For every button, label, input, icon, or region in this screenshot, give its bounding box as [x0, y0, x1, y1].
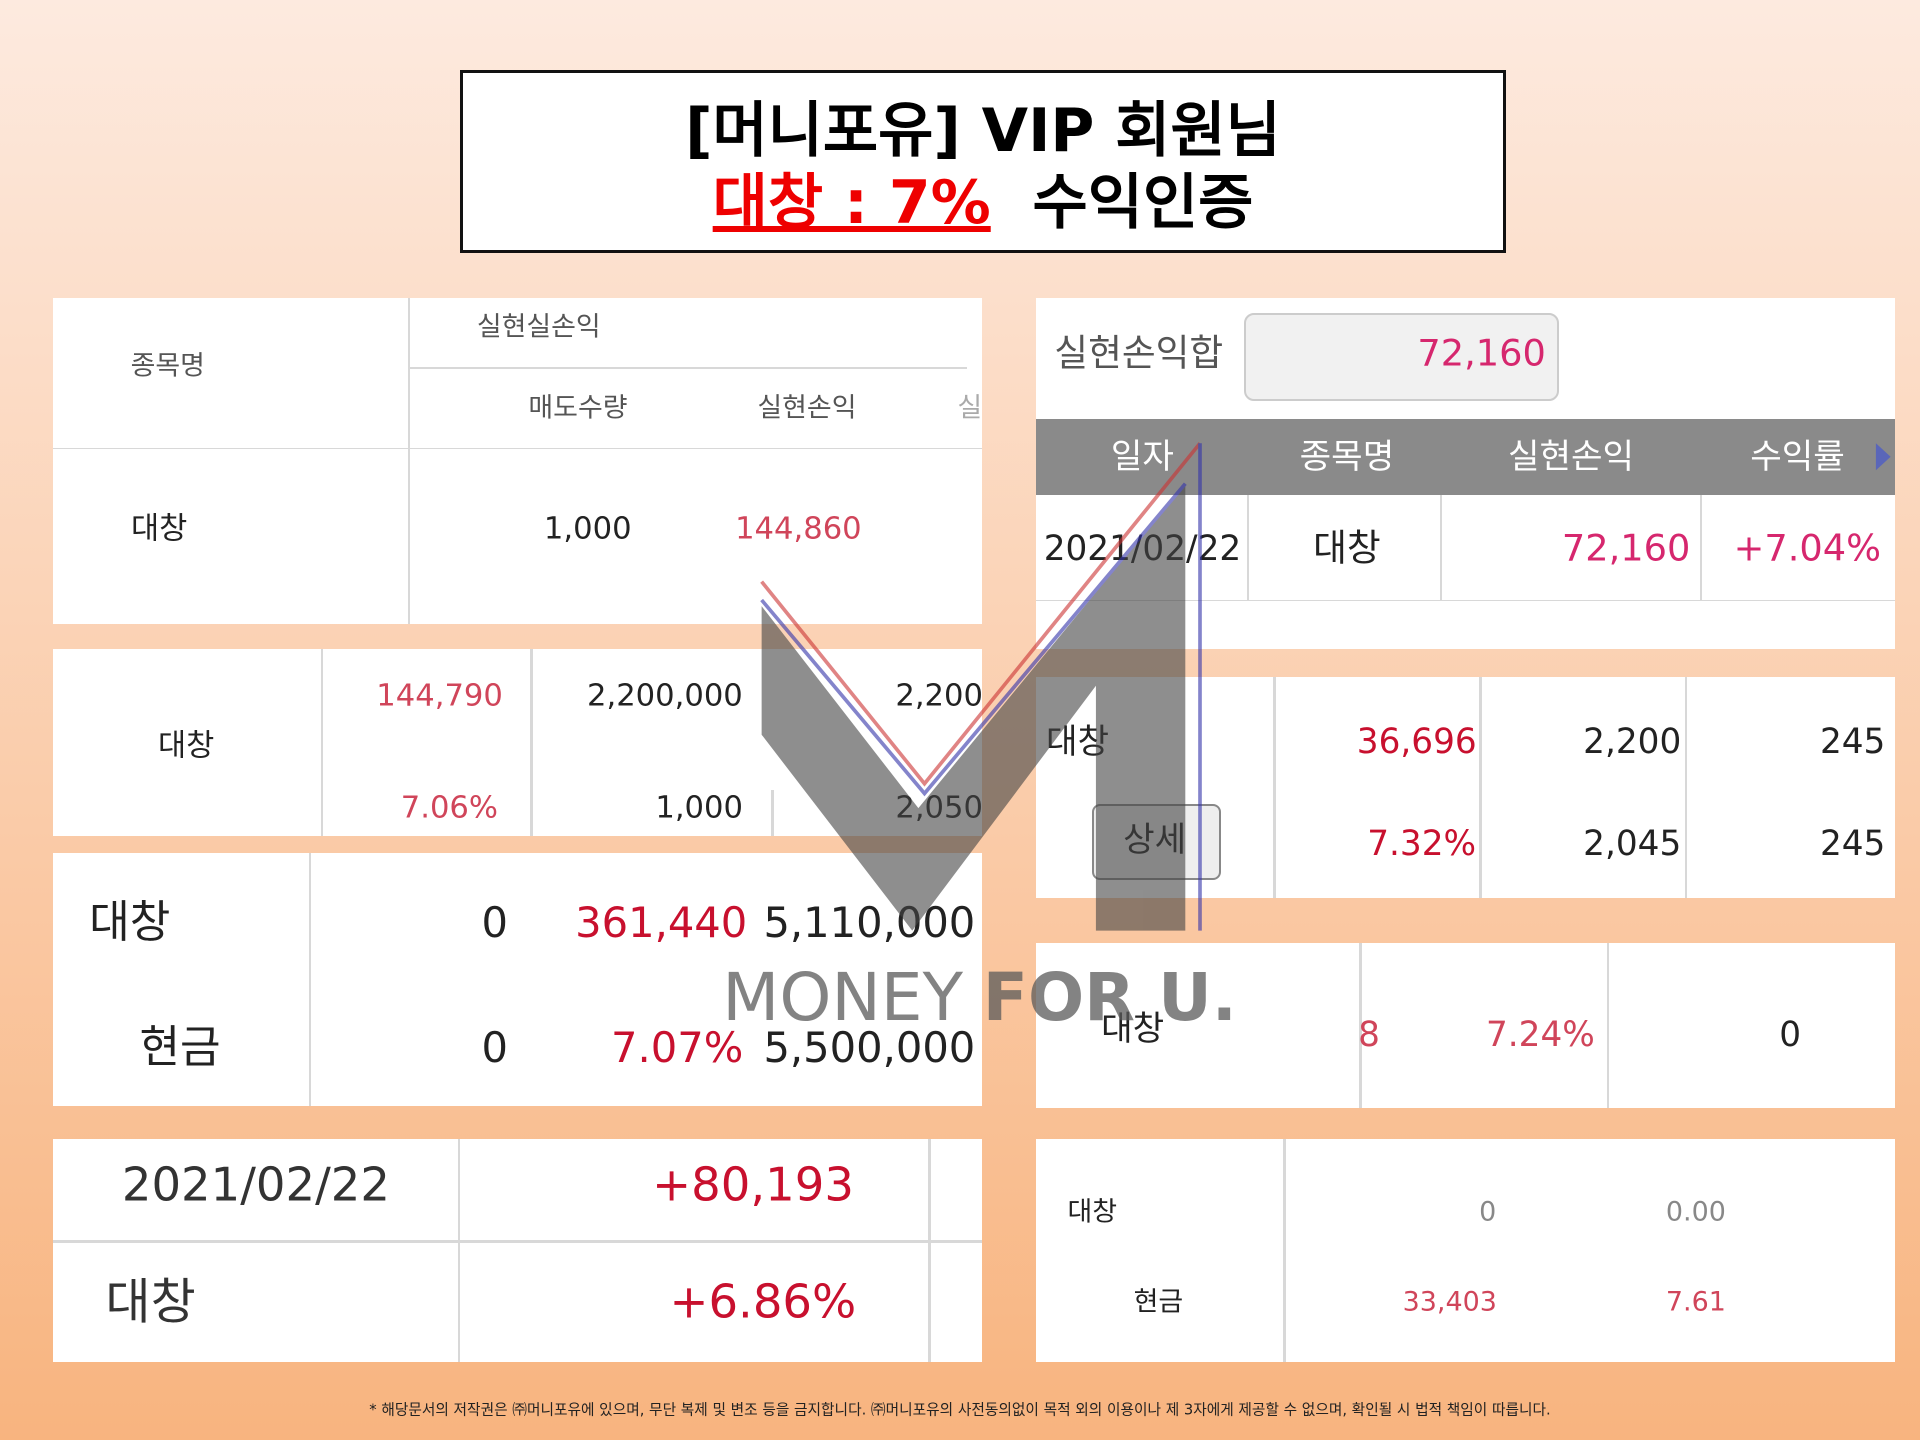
title-box: [머니포유] VIP 회원님 대창 : 7% 수익인증 [460, 70, 1506, 253]
c1-c1: 33,403 [1402, 1286, 1497, 1318]
title-highlight: 대창 : 7% [712, 168, 991, 238]
c0-c2: 2,200,000 [586, 678, 743, 714]
c0-c3: 5,110,000 [763, 898, 976, 948]
c0-summary-value: 72,160 [1417, 331, 1546, 375]
title-line1: [머니포유] VIP 회원님 [685, 96, 1281, 166]
table-header [1035, 418, 1896, 495]
c0-c2: 7.24% [1485, 1014, 1595, 1055]
footer: * 해당문서의 저작권은 ㈜머니포유에 있으며, 무단 복제 및 변조 등을 금… [369, 1401, 1551, 1419]
c0-c1: +80,193 [652, 1158, 854, 1213]
c0-c2: 2,200 [1583, 721, 1682, 762]
panel [52, 853, 983, 1106]
panel [1035, 1138, 1896, 1362]
grid-line [1479, 677, 1482, 898]
c0-c3: 2,200 [895, 678, 983, 714]
header-c1: 실현실손익 [476, 311, 601, 343]
grid-line [1359, 942, 1362, 1109]
panel [52, 297, 983, 625]
grid-line [410, 367, 968, 369]
c0-c0: 2021/02/22 [121, 1158, 390, 1213]
grid-line [530, 648, 533, 837]
grid-line [52, 448, 983, 450]
watermark-light: MONEY [722, 958, 963, 1036]
grid-line [1606, 942, 1609, 1109]
c0-c1: 1,000 [543, 511, 632, 547]
c1-c2: 245 [1819, 823, 1886, 864]
c1-c0: 대창 [105, 1273, 196, 1331]
header-c4: 실 [957, 392, 983, 424]
grid-line [1283, 1138, 1286, 1362]
c1-c3: 5,500,000 [763, 1023, 976, 1073]
grid-line [1246, 494, 1249, 600]
c1-c2: 7.61 [1665, 1286, 1726, 1318]
grid-line [771, 789, 774, 837]
c0-c1: 144,790 [376, 678, 503, 714]
grid-line [1699, 494, 1703, 600]
c0-c1: 대창 [1313, 526, 1381, 570]
header-c2: 실현손익 [1507, 436, 1635, 477]
header-c3: 수익률 [1750, 436, 1845, 477]
grid-line [1035, 600, 1896, 602]
c0-c0: 대창 [131, 511, 188, 547]
c1-c1: 0 [481, 1023, 508, 1073]
c0-c0: 대창 [1067, 1197, 1118, 1228]
c1-c0: 7.32% [1367, 823, 1477, 864]
c0-c1: 0 [1479, 1197, 1497, 1228]
c0-c1: 36,696 [1356, 721, 1477, 762]
c1-c0: 현금 [139, 1022, 221, 1074]
grid-line [1440, 494, 1443, 600]
grid-line [928, 1138, 931, 1362]
grid-line [1273, 677, 1276, 898]
c0-c3: +7.04% [1733, 526, 1882, 570]
grid-line [457, 1138, 461, 1362]
header-c0: 일자 [1110, 436, 1174, 477]
c0-c0: 대창 [89, 897, 171, 949]
grid-line [407, 297, 411, 625]
c0-c2: 72,160 [1561, 526, 1691, 570]
c1-c1: 1,000 [655, 791, 743, 827]
header-c1: 종목명 [1299, 436, 1395, 477]
summary-box [1244, 313, 1560, 401]
c0-c0: 대창 [157, 728, 215, 764]
grid-line [52, 1240, 983, 1243]
panel [52, 1138, 983, 1362]
header-c2: 매도수량 [528, 392, 628, 424]
watermark-bold: FOR U. [982, 958, 1237, 1036]
c0-c0: 대창 [1101, 1008, 1165, 1049]
c1-c0: 7.06% [400, 791, 498, 827]
header-c0: 종목명 [130, 350, 205, 382]
c1-c1: +6.86% [669, 1274, 857, 1329]
c0-c2: 144,860 [735, 511, 862, 547]
grid-line [320, 648, 324, 837]
c1-c2: 7.07% [611, 1023, 744, 1073]
panel [1035, 942, 1896, 1109]
c1-c1: 2,045 [1583, 823, 1682, 864]
grid-line [1684, 677, 1688, 898]
header-c3: 실현손익 [757, 392, 857, 424]
c0-c1: 0 [481, 898, 508, 948]
c0-c2: 0.00 [1665, 1197, 1726, 1228]
c1-c0: 현금 [1133, 1286, 1184, 1318]
title-line2: 대창 : 7% 수익인증 [463, 173, 1503, 233]
c0-c1: 8 [1358, 1014, 1380, 1055]
title-rest: 수익인증 [1032, 168, 1254, 238]
c0-c2: 361,440 [575, 898, 748, 948]
watermark-text: MONEY FOR U. [722, 964, 1237, 1031]
grid-line [308, 853, 311, 1106]
c0-c3: 245 [1819, 721, 1886, 762]
c0-summary-label: 실현손익합 [1054, 331, 1224, 375]
c0-c3: 0 [1779, 1014, 1802, 1055]
